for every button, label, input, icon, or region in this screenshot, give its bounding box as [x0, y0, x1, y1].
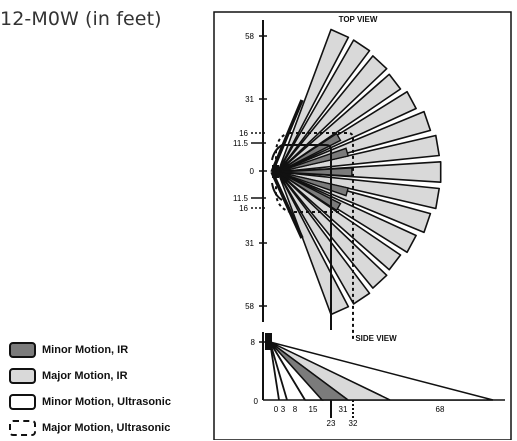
side-tick-23: 23	[327, 419, 336, 428]
major-ir-zone	[277, 171, 402, 271]
side-tick-68: 68	[436, 405, 445, 414]
sensor-icon	[272, 165, 279, 178]
minor-ir-zone	[277, 171, 342, 212]
legend-label: Major Motion, Ultrasonic	[42, 422, 171, 434]
legend-swatch-major-ultrasonic	[9, 420, 36, 436]
side-height-tick: 8	[251, 338, 256, 347]
legend-label: Minor Motion, IR	[42, 344, 129, 356]
major-ir-zone	[277, 110, 432, 173]
major-ir-zone	[277, 171, 388, 289]
ultrasonic-major-curve	[275, 132, 340, 213]
major-ir-zone	[277, 28, 350, 173]
tick-11-5-lower: 11.5	[233, 194, 249, 203]
top-view-label: TOP VIEW	[339, 15, 378, 24]
side-sensor-icon	[265, 333, 272, 350]
legend-swatch-minor-ir	[9, 342, 36, 358]
legend: Minor Motion, IR Major Motion, IR Minor …	[9, 337, 171, 441]
tick-31-lower: 31	[245, 239, 254, 248]
major-ir-zone	[277, 161, 442, 183]
tick-58-lower: 58	[245, 302, 254, 311]
side-view-ticks: 0 3 8 15 31 68 23 32	[274, 405, 445, 428]
legend-swatch-minor-ultrasonic	[9, 394, 36, 410]
legend-item-major-ir: Major Motion, IR	[9, 363, 171, 389]
legend-item-minor-ir: Minor Motion, IR	[9, 337, 171, 363]
side-tick-8: 8	[293, 405, 298, 414]
side-tick-32: 32	[349, 419, 358, 428]
tick-16-lower: 16	[239, 204, 248, 213]
legend-label: Minor Motion, Ultrasonic	[42, 396, 171, 408]
tick-0: 0	[250, 167, 255, 176]
major-ir-zone	[277, 171, 432, 234]
ultrasonic-minor-outline-top	[282, 144, 332, 330]
side-tick-31: 31	[339, 405, 348, 414]
major-ir-zone	[277, 171, 371, 305]
side-tick-0: 0	[274, 405, 279, 414]
diagram-title: 12-M0W (in feet)	[0, 8, 162, 30]
side-view-label: SIDE VIEW	[355, 334, 397, 343]
major-ir-zone	[277, 39, 371, 173]
legend-label: Major Motion, IR	[42, 370, 128, 382]
legend-item-major-ultrasonic: Major Motion, Ultrasonic	[9, 415, 171, 441]
fan-boundary-upper	[270, 99, 304, 173]
side-tick-15: 15	[309, 405, 318, 414]
major-ir-zone	[277, 73, 402, 173]
major-ir-zone	[277, 55, 388, 173]
tick-58-upper: 58	[245, 32, 254, 41]
top-view-ticks: 58 31 16 11.5 0 11.5 16 31 58	[233, 32, 267, 311]
tick-31-upper: 31	[245, 95, 254, 104]
legend-item-minor-ultrasonic: Minor Motion, Ultrasonic	[9, 389, 171, 415]
ultrasonic-major-outline	[290, 132, 354, 340]
minor-ir-zone	[277, 132, 342, 173]
tick-11-5-upper: 11.5	[233, 139, 249, 148]
minor-ir-zone	[277, 167, 353, 177]
tick-16-upper: 16	[239, 129, 248, 138]
legend-swatch-major-ir	[9, 368, 36, 384]
side-tick-3: 3	[281, 405, 286, 414]
side-origin-tick: 0	[254, 397, 259, 406]
